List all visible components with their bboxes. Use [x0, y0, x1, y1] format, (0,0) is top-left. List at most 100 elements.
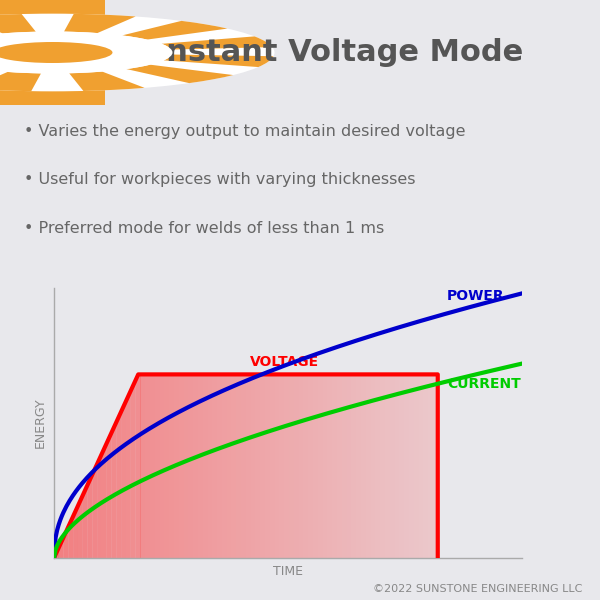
- Polygon shape: [198, 374, 203, 558]
- Polygon shape: [92, 464, 97, 558]
- Polygon shape: [164, 374, 169, 558]
- Polygon shape: [184, 374, 188, 558]
- Polygon shape: [208, 374, 212, 558]
- Text: Constant Voltage Mode: Constant Voltage Mode: [123, 38, 523, 67]
- Polygon shape: [232, 374, 236, 558]
- Polygon shape: [313, 374, 318, 558]
- Polygon shape: [97, 454, 102, 558]
- Polygon shape: [212, 374, 217, 558]
- Polygon shape: [102, 443, 107, 558]
- Polygon shape: [78, 495, 83, 558]
- Polygon shape: [241, 374, 246, 558]
- Polygon shape: [217, 374, 222, 558]
- Polygon shape: [304, 374, 308, 558]
- Polygon shape: [193, 374, 198, 558]
- Polygon shape: [179, 374, 184, 558]
- Polygon shape: [299, 374, 304, 558]
- Polygon shape: [107, 433, 112, 558]
- Polygon shape: [414, 374, 419, 558]
- Polygon shape: [64, 527, 68, 558]
- Polygon shape: [428, 374, 433, 558]
- Polygon shape: [126, 391, 131, 558]
- Polygon shape: [409, 374, 414, 558]
- Polygon shape: [352, 374, 356, 558]
- Polygon shape: [68, 516, 73, 558]
- Polygon shape: [121, 401, 126, 558]
- Polygon shape: [222, 374, 227, 558]
- Wedge shape: [161, 37, 272, 50]
- Polygon shape: [275, 374, 280, 558]
- Polygon shape: [400, 374, 404, 558]
- Polygon shape: [246, 374, 251, 558]
- Y-axis label: ENERGY: ENERGY: [34, 398, 47, 448]
- Polygon shape: [376, 374, 380, 558]
- Polygon shape: [284, 374, 289, 558]
- Polygon shape: [265, 374, 270, 558]
- Polygon shape: [150, 374, 155, 558]
- Polygon shape: [318, 374, 323, 558]
- Polygon shape: [260, 374, 265, 558]
- Wedge shape: [127, 65, 233, 83]
- Wedge shape: [0, 14, 36, 34]
- Wedge shape: [164, 55, 274, 67]
- Polygon shape: [328, 374, 332, 558]
- Polygon shape: [112, 422, 116, 558]
- Polygon shape: [347, 374, 352, 558]
- Polygon shape: [366, 374, 371, 558]
- Polygon shape: [73, 506, 78, 558]
- Polygon shape: [270, 374, 275, 558]
- Polygon shape: [361, 374, 366, 558]
- Polygon shape: [433, 374, 438, 558]
- Polygon shape: [169, 374, 174, 558]
- Polygon shape: [54, 548, 59, 558]
- Circle shape: [0, 31, 173, 73]
- Polygon shape: [145, 374, 150, 558]
- Polygon shape: [395, 374, 400, 558]
- Polygon shape: [188, 374, 193, 558]
- Polygon shape: [390, 374, 395, 558]
- Polygon shape: [88, 475, 92, 558]
- Wedge shape: [69, 71, 145, 91]
- Polygon shape: [155, 374, 160, 558]
- Polygon shape: [294, 374, 299, 558]
- Polygon shape: [256, 374, 260, 558]
- Polygon shape: [337, 374, 342, 558]
- Text: CURRENT: CURRENT: [447, 377, 521, 391]
- Circle shape: [0, 14, 275, 91]
- Polygon shape: [59, 537, 64, 558]
- Polygon shape: [203, 374, 208, 558]
- Polygon shape: [308, 374, 313, 558]
- Polygon shape: [404, 374, 409, 558]
- Polygon shape: [371, 374, 376, 558]
- Text: • Useful for workpieces with varying thicknesses: • Useful for workpieces with varying thi…: [24, 172, 415, 187]
- Polygon shape: [140, 374, 145, 558]
- Polygon shape: [356, 374, 361, 558]
- Polygon shape: [342, 374, 347, 558]
- Circle shape: [0, 42, 113, 63]
- Polygon shape: [236, 374, 241, 558]
- Wedge shape: [64, 14, 136, 33]
- Polygon shape: [251, 374, 256, 558]
- Polygon shape: [289, 374, 294, 558]
- Wedge shape: [122, 21, 227, 40]
- Polygon shape: [424, 374, 428, 558]
- Polygon shape: [131, 380, 136, 558]
- Text: ©2022 SUNSTONE ENGINEERING LLC: ©2022 SUNSTONE ENGINEERING LLC: [373, 584, 582, 594]
- Polygon shape: [227, 374, 232, 558]
- Polygon shape: [380, 374, 385, 558]
- Polygon shape: [174, 374, 179, 558]
- Text: VOLTAGE: VOLTAGE: [250, 355, 319, 369]
- Text: POWER: POWER: [447, 289, 505, 303]
- Text: • Varies the energy output to maintain desired voltage: • Varies the energy output to maintain d…: [24, 124, 466, 139]
- Polygon shape: [116, 412, 121, 558]
- Polygon shape: [83, 485, 88, 558]
- Bar: [0, 0, 105, 105]
- Polygon shape: [385, 374, 390, 558]
- Polygon shape: [323, 374, 328, 558]
- X-axis label: TIME: TIME: [273, 565, 303, 578]
- Polygon shape: [419, 374, 424, 558]
- Wedge shape: [0, 72, 41, 91]
- Polygon shape: [332, 374, 337, 558]
- Polygon shape: [136, 374, 140, 558]
- Text: • Preferred mode for welds of less than 1 ms: • Preferred mode for welds of less than …: [24, 221, 384, 236]
